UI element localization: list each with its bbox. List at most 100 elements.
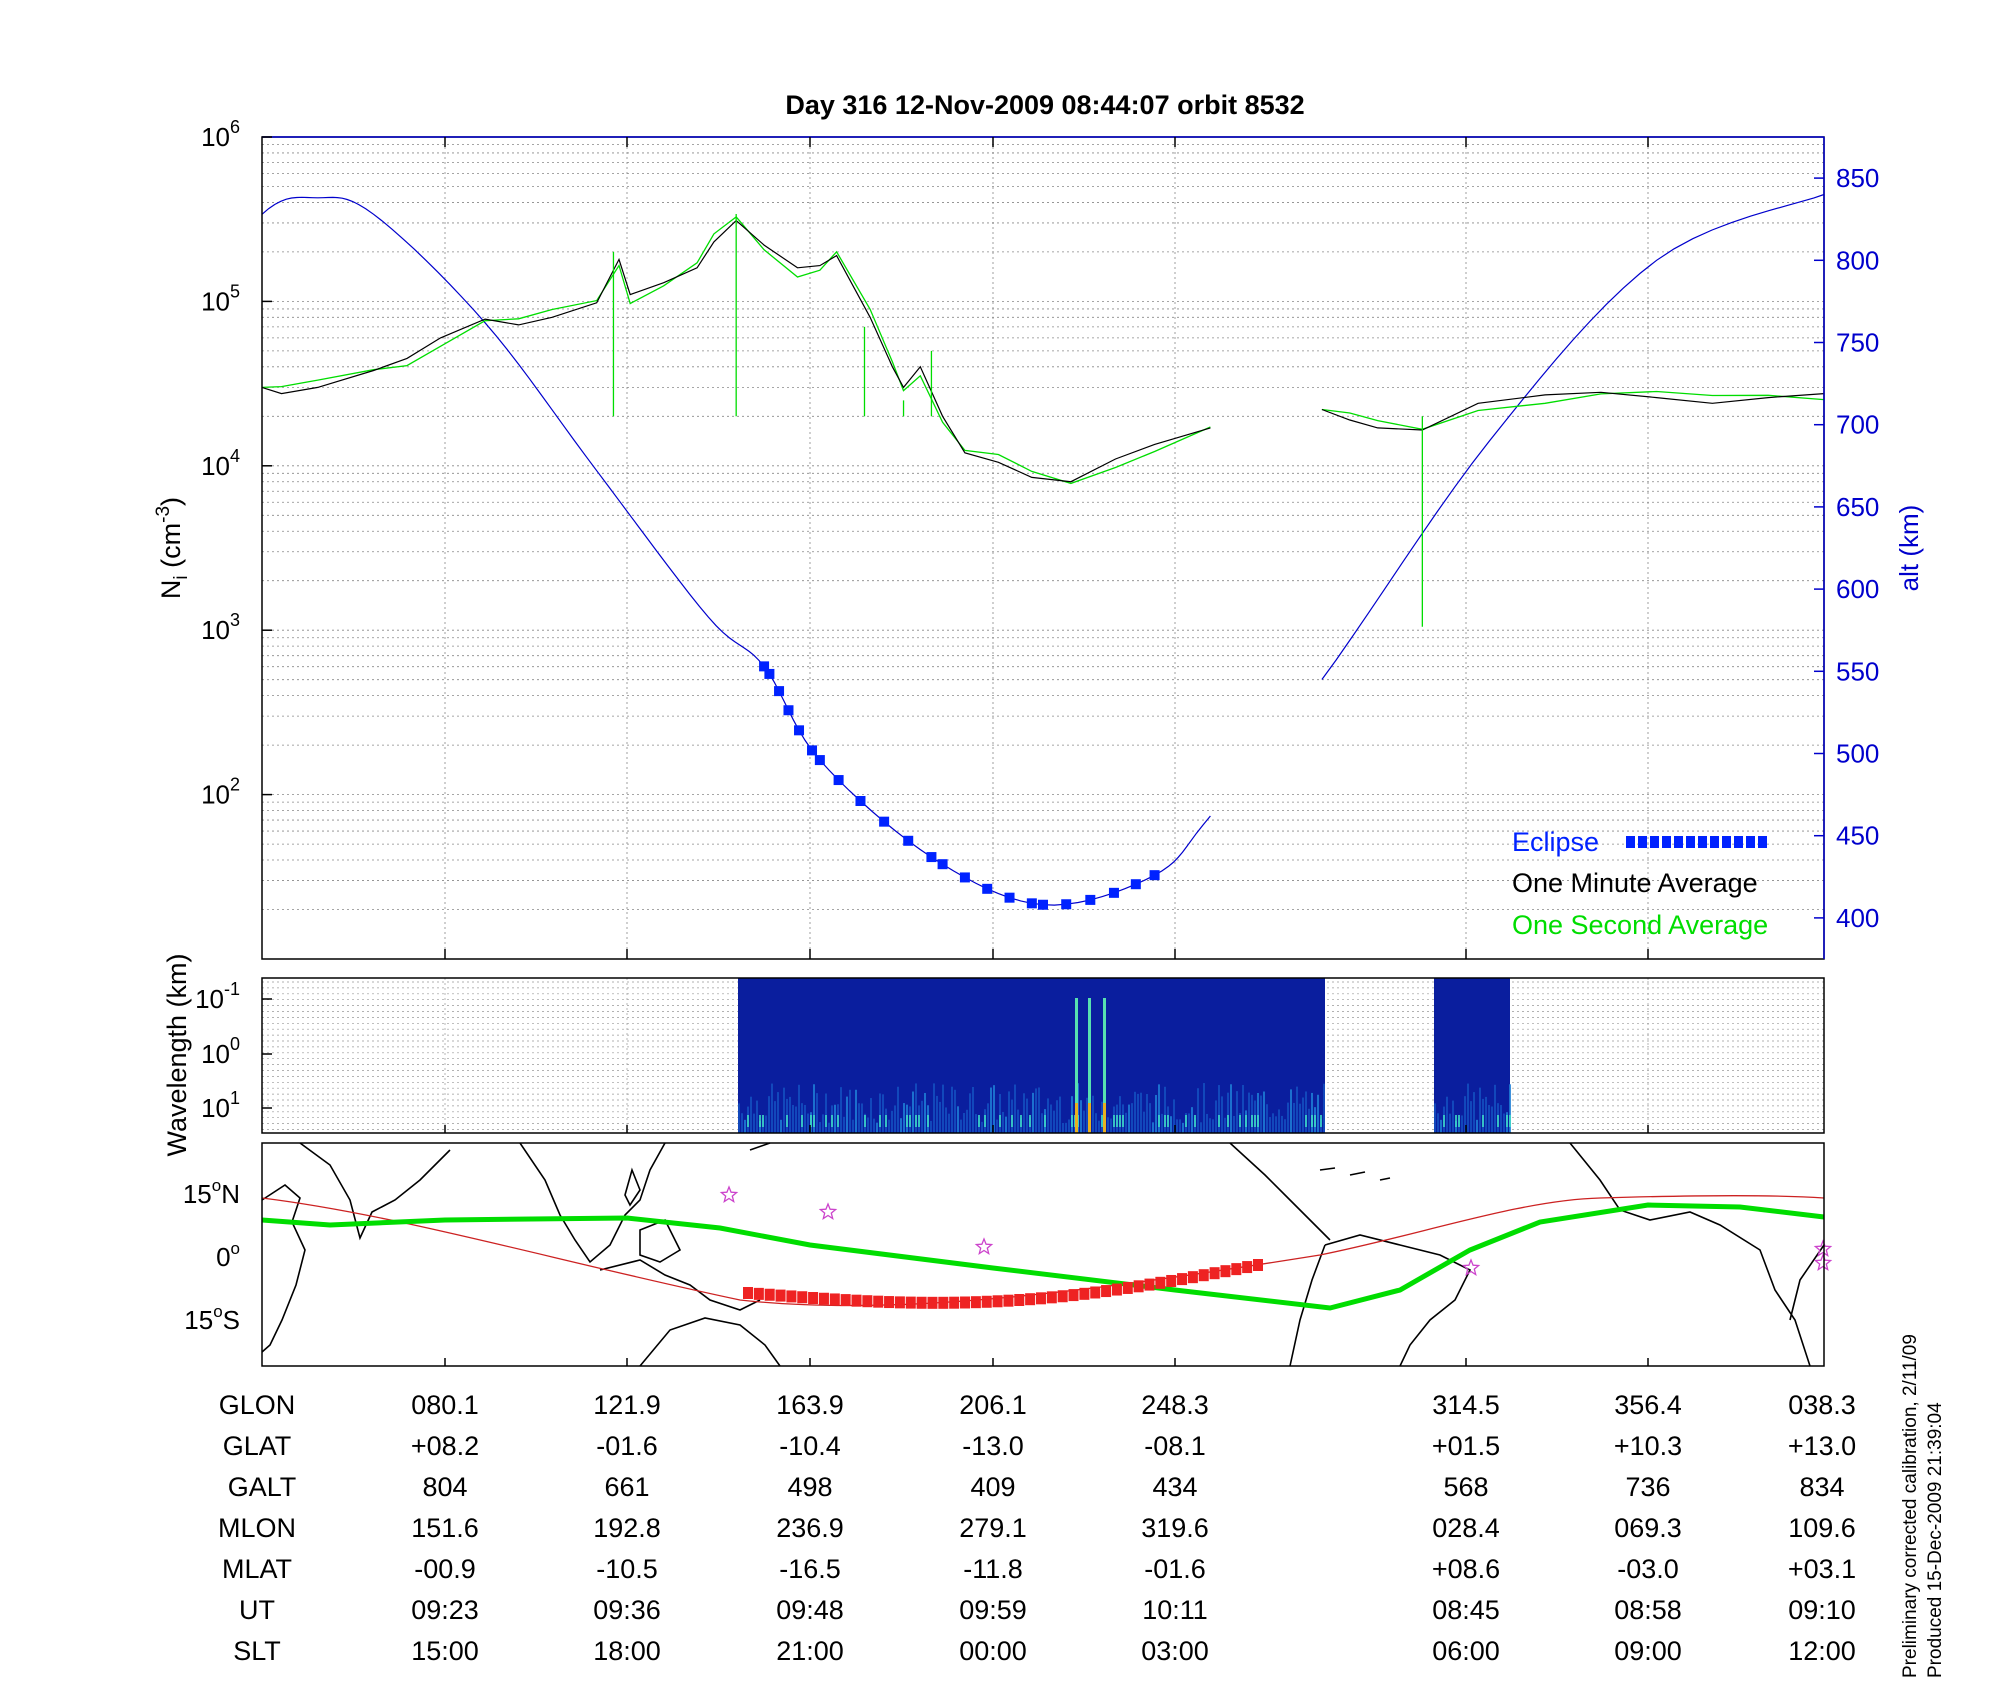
spectrogram-column xyxy=(1191,1107,1193,1133)
spectrogram-column xyxy=(1224,1117,1226,1133)
spectrogram-column xyxy=(1281,1115,1283,1133)
spectrogram-frame xyxy=(261,977,1825,1134)
spectrogram-column xyxy=(1509,1084,1511,1133)
spectrogram-column xyxy=(1266,1104,1268,1133)
legend-eclipse-square xyxy=(1650,836,1659,848)
spectrogram-column xyxy=(1434,1103,1436,1133)
spectrogram-column xyxy=(1215,1100,1217,1133)
table-cell: 248.3 xyxy=(1141,1390,1209,1420)
table-cell: -08.1 xyxy=(1144,1431,1206,1461)
coastline xyxy=(749,1142,771,1151)
spectrogram-column xyxy=(870,1098,872,1133)
spectrogram-column xyxy=(1218,1085,1220,1133)
spectrogram-column xyxy=(942,1084,944,1133)
map-eclipse-marker xyxy=(894,1296,905,1309)
spectrogram-column xyxy=(846,1096,848,1133)
coastline xyxy=(1289,1244,1326,1367)
legend-eclipse-square xyxy=(1758,836,1767,848)
spectrogram-column xyxy=(1152,1122,1154,1133)
spectrogram-column xyxy=(1200,1122,1202,1133)
orbit-table: GLON 080.1 121.9 163.9 206.1 248.3 314.5 356.4 0… xyxy=(218,1390,1856,1666)
spectrogram-column xyxy=(924,1092,926,1133)
eclipse-marker xyxy=(926,852,937,863)
eclipse-marker xyxy=(959,872,970,883)
table-cell: +08.2 xyxy=(411,1431,479,1461)
spectrogram-hot xyxy=(978,1115,980,1127)
table-row-label: MLON xyxy=(218,1513,296,1543)
spectrogram-hot xyxy=(1113,1115,1115,1127)
one-second-line xyxy=(1321,390,1825,430)
tick-base: 10 xyxy=(201,615,230,645)
map-eclipse-marker xyxy=(862,1295,873,1308)
table-cell: 279.1 xyxy=(959,1513,1027,1543)
table-cell: 00:00 xyxy=(959,1636,1027,1666)
spectrogram-column xyxy=(1494,1084,1496,1133)
spectrogram-column xyxy=(765,1115,767,1133)
table-cell: -03.0 xyxy=(1617,1554,1679,1584)
spectrogram-hot xyxy=(1116,1115,1118,1127)
eclipse-marker xyxy=(764,668,775,679)
legend-eclipse-square xyxy=(1638,836,1647,848)
table-cell: 03:00 xyxy=(1141,1636,1209,1666)
eclipse-marker xyxy=(1061,899,1072,910)
spectrogram-peak xyxy=(1103,1103,1106,1133)
spectrogram-column xyxy=(1017,1109,1019,1133)
spectrogram-hot xyxy=(1251,1115,1253,1127)
spectrogram-column xyxy=(939,1101,941,1133)
spectrogram-hot xyxy=(1497,1115,1499,1127)
spectrogram-column xyxy=(813,1084,815,1133)
table-row-label: GLON xyxy=(219,1390,296,1420)
map-tick-label: 15oS xyxy=(184,1302,240,1335)
spectrogram-column xyxy=(1476,1119,1478,1133)
spectrogram-column xyxy=(1305,1091,1307,1133)
spectrogram-column xyxy=(1188,1113,1190,1133)
spectrogram-column xyxy=(789,1096,791,1133)
station-star-icon xyxy=(1813,1239,1833,1257)
spectrogram-column xyxy=(1272,1113,1274,1133)
spectrogram-column xyxy=(1284,1119,1286,1133)
spectrogram-hot xyxy=(906,1115,908,1127)
map-x-ticks xyxy=(444,1358,1649,1366)
spectrogram-column xyxy=(1071,1096,1073,1133)
spectrogram-hot xyxy=(984,1115,986,1127)
spectrogram-column xyxy=(987,1103,989,1133)
spectrogram-column xyxy=(1005,1116,1007,1133)
map-eclipse-marker xyxy=(1231,1263,1242,1276)
map-eclipse-marker xyxy=(873,1295,884,1308)
spectrogram-column xyxy=(1098,1120,1100,1133)
spectrogram-column xyxy=(1317,1094,1319,1133)
table-cell: 069.3 xyxy=(1614,1513,1682,1543)
table-cell: 192.8 xyxy=(593,1513,661,1543)
lat-value: 15 xyxy=(183,1179,212,1209)
spectrogram-column xyxy=(1137,1093,1139,1133)
table-cell: -10.4 xyxy=(779,1431,841,1461)
spectrogram-column xyxy=(882,1094,884,1133)
spectrogram-column xyxy=(861,1103,863,1133)
spectrogram-column xyxy=(1278,1109,1280,1133)
spectrogram-column xyxy=(867,1117,869,1133)
station-star-icon xyxy=(1461,1258,1481,1276)
spectrogram-column xyxy=(750,1096,752,1133)
spectrogram-column xyxy=(903,1103,905,1133)
spectrogram-column xyxy=(1056,1100,1058,1133)
spectrogram-column xyxy=(1080,1100,1082,1133)
spectrogram-column xyxy=(1050,1104,1052,1133)
spectrogram-column xyxy=(1503,1113,1505,1133)
table-cell: 151.6 xyxy=(411,1513,479,1543)
legend-eclipse-square xyxy=(1722,836,1731,848)
spectrogram-column xyxy=(1155,1094,1157,1133)
spectrogram-hot xyxy=(1305,1115,1307,1127)
map-eclipse-marker xyxy=(1057,1290,1068,1303)
map-eclipse-marker xyxy=(786,1290,797,1303)
spec-tick-label: 101 xyxy=(201,1088,240,1123)
alt-tick-label: 500 xyxy=(1836,739,1879,769)
table-cell: 434 xyxy=(1152,1472,1197,1502)
spectrogram-column xyxy=(972,1086,974,1133)
legend-eclipse-square xyxy=(1662,836,1671,848)
spectrogram-column xyxy=(894,1105,896,1133)
legend-eclipse-square xyxy=(1626,836,1635,848)
spectrogram-column xyxy=(1170,1116,1172,1133)
table-cell: 206.1 xyxy=(959,1390,1027,1420)
spectrogram-column xyxy=(1197,1088,1199,1133)
tick-exp: 0 xyxy=(230,1034,240,1054)
